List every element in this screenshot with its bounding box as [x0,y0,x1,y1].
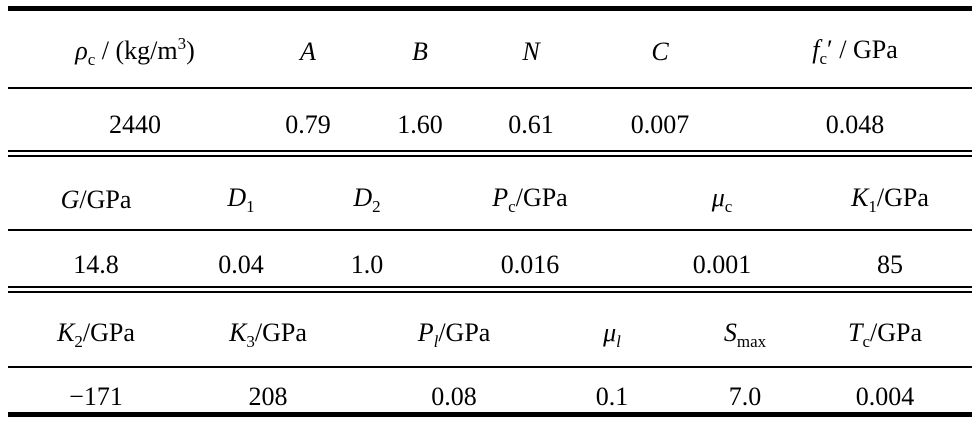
header-text: / (kg/m [95,36,178,65]
value-cell: 0.001 [692,250,752,279]
header-text: ′ [827,35,833,64]
header-cell: Pc/GPa [492,183,567,217]
header-cell: N [522,37,539,67]
header-text: /GPa [870,318,923,347]
value-cell: 0.007 [630,110,690,139]
header-text: c [87,50,96,69]
header-text: G [60,185,80,214]
header-cell: K2/GPa [57,318,135,352]
header-text: D [353,183,373,212]
double-rule [8,155,972,157]
header-text: ρ [75,36,88,65]
header-cell: G/GPa [61,185,132,215]
header-cell: K3/GPa [229,318,307,352]
header-text: 3 [177,34,187,53]
header-text: K [57,318,75,347]
value-cell: 7.0 [728,382,762,411]
value-cell: 0.048 [825,110,885,139]
value-cell: 0.61 [508,110,554,139]
header-text: P [417,318,434,347]
header-cell: Pl/GPa [418,318,491,352]
header-text: /GPa [515,183,568,212]
value-cell: 0.79 [285,110,331,139]
header-rule [8,87,972,89]
header-cell: μl [603,318,621,352]
header-cell: fc′ / GPa [812,35,897,69]
header-text: c [508,197,516,216]
header-text: c [724,197,733,216]
value-cell: 0.1 [595,382,629,411]
value-cell: 2440 [109,110,161,139]
header-text: K [851,183,869,212]
value-cell: 0.08 [431,382,477,411]
top-rule [8,6,972,11]
header-text: f [812,35,820,64]
double-rule [8,150,972,152]
header-text: /GPa [79,185,132,214]
header-text: μ [603,318,617,347]
value-cell: 0.004 [855,382,915,411]
header-text: μ [711,183,725,212]
header-text: 2 [74,332,83,351]
header-text: /GPa [82,318,135,347]
header-text: A [300,37,316,66]
header-cell: ρc / (kg/m3) [75,34,195,70]
header-text: l [433,332,439,351]
header-text: K [229,318,247,347]
value-cell: 85 [877,250,903,279]
value-cell: 0.04 [218,250,264,279]
value-cell: 208 [248,382,288,411]
header-text: P [492,183,509,212]
header-text: c [862,332,871,351]
value-cell: 1.0 [350,250,384,279]
header-text: l [616,332,621,351]
header-cell: A [300,37,316,67]
value-cell: 14.8 [73,250,119,279]
header-cell: D2 [353,183,380,217]
header-text: / GPa [832,35,898,64]
value-cell: 0.016 [500,250,560,279]
header-text: 2 [372,197,381,216]
value-cell: −171 [69,382,123,411]
header-text: ) [186,36,195,65]
header-text: c [819,49,828,68]
header-cell: B [412,37,428,67]
header-text: S [723,318,737,347]
header-cell: μc [712,183,733,217]
value-cell: 1.60 [397,110,443,139]
header-cell: C [651,37,668,67]
header-text: /GPa [876,183,929,212]
header-cell: Smax [724,318,766,352]
bottom-rule [8,412,972,417]
header-rule [8,366,972,368]
header-cell: Tc/GPa [848,318,922,352]
header-cell: K1/GPa [851,183,929,217]
header-text: 3 [246,332,255,351]
header-text: /GPa [254,318,307,347]
double-rule [8,286,972,288]
header-text: 1 [246,197,255,216]
header-text: /GPa [438,318,491,347]
header-text: 1 [868,197,877,216]
header-text: max [736,332,767,351]
header-text: T [847,318,863,347]
header-text: B [412,37,428,66]
header-rule [8,229,972,231]
double-rule [8,291,972,293]
header-text: N [522,37,540,66]
header-cell: D1 [227,183,254,217]
header-text: C [651,37,669,66]
header-text: D [227,183,247,212]
